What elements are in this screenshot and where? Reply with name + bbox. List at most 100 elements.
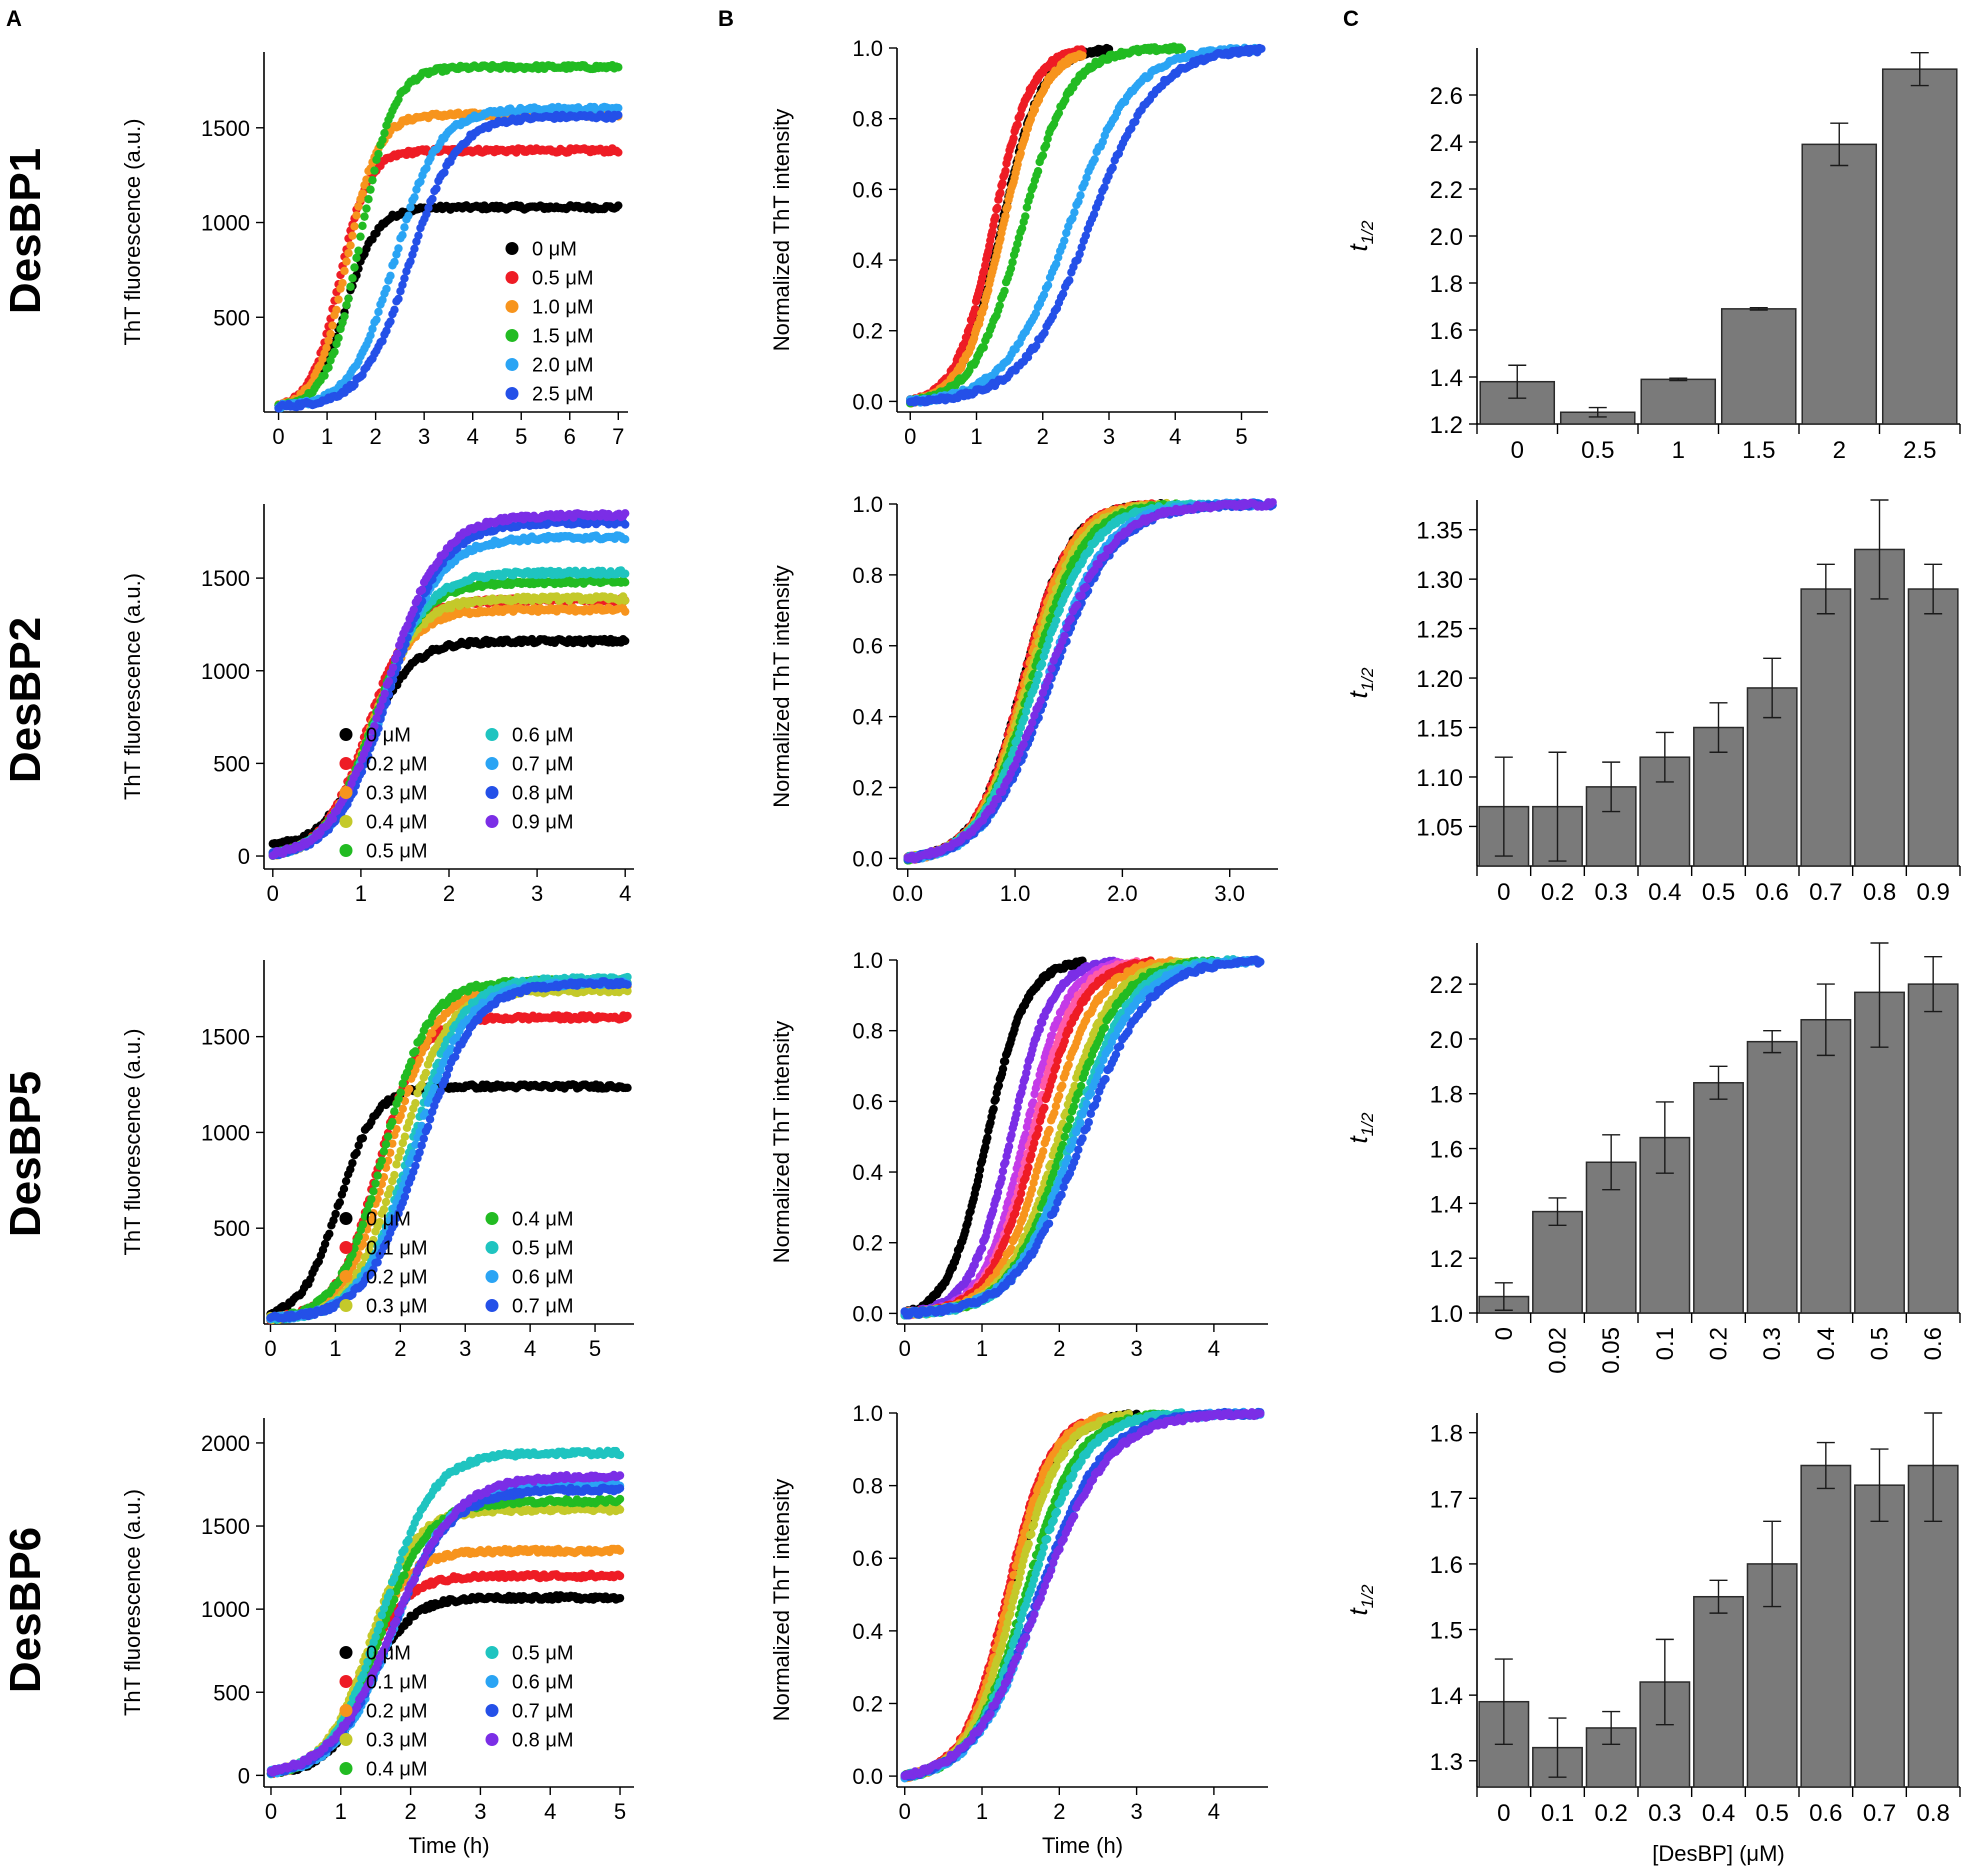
data-point: [350, 263, 359, 272]
row-label-desbp5: DesBP5: [1, 1071, 50, 1237]
y-tick-label: 0.4: [852, 248, 883, 273]
data-point: [336, 324, 345, 334]
data-point: [366, 331, 375, 340]
y-tick-label: 1500: [201, 116, 250, 141]
legend-marker: [339, 728, 353, 741]
data-point: [348, 231, 357, 240]
legend-marker: [505, 329, 519, 342]
x-tick-label: 3: [1103, 424, 1115, 449]
data-point: [416, 177, 425, 186]
y-tick-label: 0.6: [852, 634, 883, 659]
legend-marker: [505, 271, 519, 284]
y-tick-label: 500: [213, 751, 250, 776]
data-point: [614, 148, 623, 157]
legend-marker: [505, 300, 519, 313]
data-point: [384, 677, 394, 686]
data-point: [432, 184, 441, 193]
data-point: [320, 371, 329, 380]
bar: [1881, 68, 1958, 425]
legend-label: 1.0 μM: [532, 297, 594, 319]
y-tick-label: 0.6: [852, 177, 883, 202]
category-label: 2: [1833, 437, 1846, 464]
legend: 0 μM0.2 μM0.3 μM0.4 μM0.5 μM0.6 μM0.7 μM…: [339, 725, 574, 863]
y-tick-label: 1.2: [1430, 412, 1463, 439]
data-point: [1038, 151, 1048, 160]
x-tick-label: 0: [267, 881, 279, 906]
data-point: [346, 282, 355, 291]
data-point: [326, 329, 335, 339]
data-point: [1257, 44, 1266, 53]
data-point: [342, 257, 351, 266]
legend-marker: [339, 757, 353, 770]
data-point: [409, 605, 418, 614]
y-axis-label-subscript: 1/2: [1358, 220, 1377, 244]
data-point: [354, 246, 363, 255]
data-point: [1065, 276, 1074, 285]
data-point: [378, 336, 387, 346]
data-point: [1021, 212, 1030, 221]
data-point: [380, 128, 389, 138]
legend-label: 0.3 μM: [366, 783, 428, 805]
data-point: [380, 689, 389, 698]
y-axis-label: Normalized ThT intensity: [769, 109, 794, 352]
x-tick-label: 1: [970, 424, 982, 449]
y-tick-label: 0.4: [852, 705, 883, 730]
x-tick-label: 3: [418, 424, 430, 449]
data-point: [414, 231, 423, 240]
y-axis-label: Normalized ThT intensity: [769, 565, 794, 808]
data-point: [417, 585, 427, 595]
data-point: [324, 336, 333, 345]
data-point: [620, 578, 630, 587]
category-label: 1.5: [1742, 437, 1775, 464]
x-tick-label: 2: [370, 424, 382, 449]
x-tick-label: 1.0: [1000, 881, 1031, 906]
data-point: [620, 596, 630, 605]
data-point: [324, 363, 333, 372]
x-tick-label: 2: [1037, 424, 1049, 449]
data-point: [368, 324, 377, 334]
legend-label: 0.8 μM: [512, 783, 574, 805]
data-point: [392, 649, 402, 658]
data-point: [1090, 155, 1099, 164]
data-point: [1078, 51, 1087, 60]
data-point: [410, 193, 419, 202]
series-3: [274, 60, 623, 411]
data-point: [372, 315, 381, 324]
y-tick-label: 0.8: [852, 563, 883, 588]
legend-label: 0.4 μM: [366, 812, 428, 834]
row-label-desbp1: DesBP1: [1, 148, 50, 314]
data-point: [360, 212, 369, 221]
data-point: [354, 202, 363, 211]
data-point: [342, 300, 351, 310]
data-point: [406, 203, 415, 212]
data-point: [1001, 166, 1010, 176]
data-point: [368, 175, 377, 185]
data-point: [364, 195, 373, 204]
data-point: [1000, 286, 1009, 296]
series-3: [906, 42, 1187, 408]
data-point: [428, 194, 437, 204]
legend-label: 0.5 μM: [532, 268, 594, 290]
legend-marker: [339, 786, 353, 799]
data-point: [1108, 163, 1117, 172]
data-point: [620, 535, 630, 544]
row-label-desbp2: DesBP2: [1, 617, 50, 783]
data-point: [620, 636, 630, 646]
data-point: [338, 318, 347, 327]
series-5: [274, 110, 623, 413]
y-tick-label: 0.0: [852, 389, 883, 414]
legend-marker: [505, 358, 519, 371]
x-tick-label: 2.0: [1107, 881, 1138, 906]
y-tick-label: 2.4: [1430, 130, 1463, 157]
data-point: [366, 185, 375, 194]
legend-marker: [505, 387, 519, 400]
data-point: [995, 301, 1004, 310]
series-0: [268, 634, 630, 851]
data-point: [1070, 208, 1079, 217]
x-tick-label: 3.0: [1214, 881, 1245, 906]
data-point: [340, 266, 349, 276]
data-point: [404, 211, 413, 220]
